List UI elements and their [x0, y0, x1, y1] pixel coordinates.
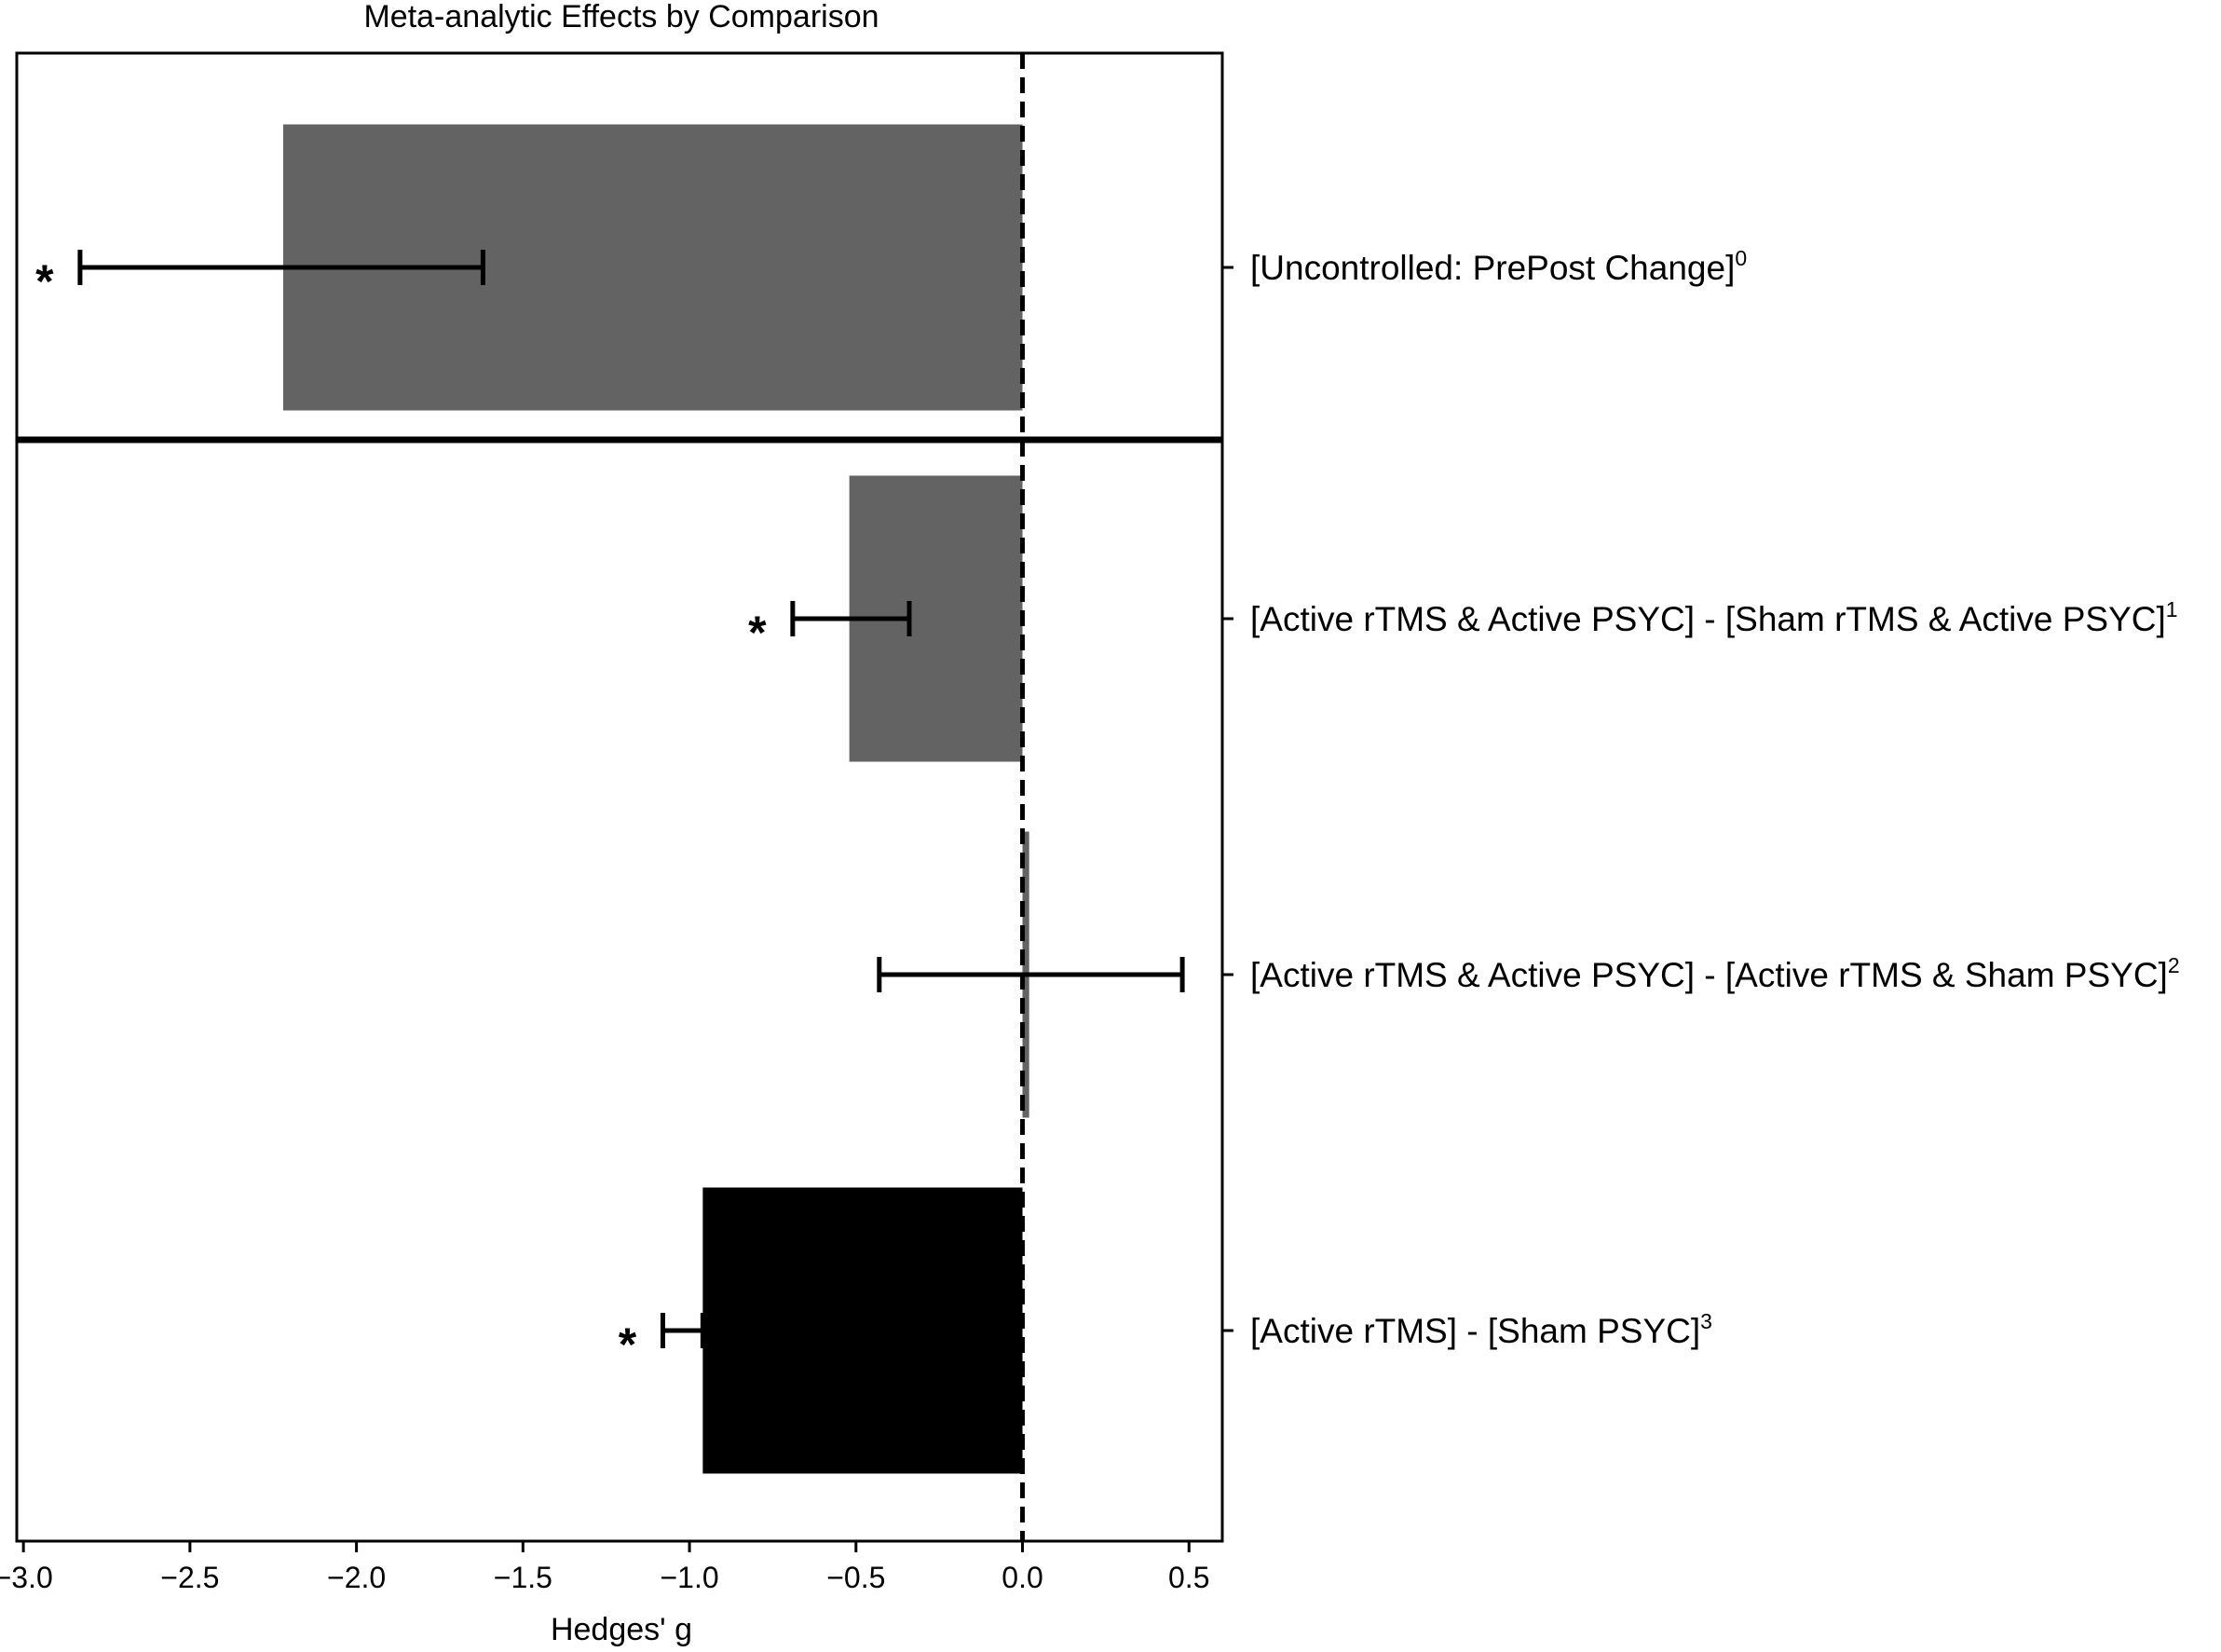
x-tick-label-3: −1.5 [494, 1561, 552, 1594]
x-axis-label: Hedges' g [551, 1612, 692, 1647]
x-tick-label-6: 0.0 [1001, 1561, 1042, 1594]
chart-title: Meta-analytic Effects by Comparison [363, 0, 879, 34]
category-label-1: [Active rTMS & Active PSYC] - [Sham rTMS… [1250, 597, 2178, 638]
x-axis-ticks: −3.0 −2.5 −2.0 −1.5 −1.0 −0.5 0.0 0.5 [0, 1541, 1209, 1594]
x-tick-label-0: −3.0 [0, 1561, 53, 1594]
x-tick-label-7: 0.5 [1168, 1561, 1209, 1594]
category-label-2: [Active rTMS & Active PSYC] - [Active rT… [1250, 953, 2180, 994]
significance-star-1: * [748, 607, 767, 659]
x-tick-label-4: −1.0 [660, 1561, 718, 1594]
category-label-3: [Active rTMS] - [Sham PSYC]3 [1250, 1309, 1712, 1350]
significance-star-0: * [35, 255, 54, 307]
category-labels: [Uncontrolled: PrePost Change]0 [Active r… [1222, 246, 2180, 1350]
significance-markers-layer: * * * [35, 255, 767, 1371]
error-bars-layer [77, 250, 1185, 1348]
x-tick-label-5: −0.5 [826, 1561, 885, 1594]
significance-star-3: * [619, 1318, 637, 1371]
bars-layer [282, 124, 1029, 1474]
bar-3 [702, 1187, 1023, 1474]
plot-frame [15, 51, 1224, 1543]
category-superscript-1: 1 [2166, 597, 2178, 621]
category-superscript-0: 0 [1735, 246, 1747, 270]
x-tick-label-1: −2.5 [160, 1561, 219, 1594]
x-tick-label-2: −2.0 [327, 1561, 386, 1594]
category-label-0: [Uncontrolled: PrePost Change]0 [1250, 246, 1747, 287]
category-superscript-3: 3 [1700, 1309, 1712, 1333]
category-superscript-2: 2 [2168, 953, 2180, 977]
